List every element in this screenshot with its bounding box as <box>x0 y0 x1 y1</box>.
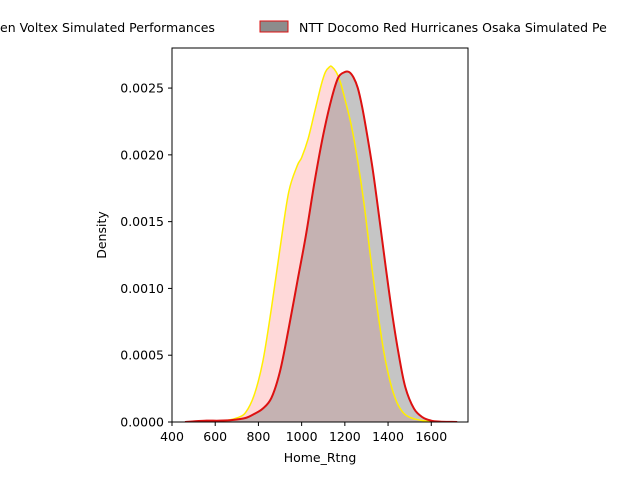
legend-label-ntt-docomo: NTT Docomo Red Hurricanes Osaka Simulate… <box>299 20 607 35</box>
y-tick-label: 0.0020 <box>120 147 164 162</box>
y-tick-label: 0.0025 <box>120 81 164 96</box>
x-tick-label: 1400 <box>372 429 404 444</box>
x-tick-label: 400 <box>160 429 184 444</box>
plot-area <box>184 65 458 422</box>
y-tick-label: 0.0010 <box>120 281 164 296</box>
plot-frame <box>171 47 469 423</box>
x-axis-ticks: 400 600 800 1000 1200 1400 1600 <box>160 422 447 444</box>
y-tick-label: 0.0005 <box>120 348 164 363</box>
x-tick-label: 1600 <box>415 429 447 444</box>
x-tick-label: 1000 <box>286 429 318 444</box>
legend-swatch-ntt-docomo <box>259 20 289 33</box>
series-line-toyota-verblitz <box>217 65 440 422</box>
x-axis-label: Home_Rtng <box>284 450 357 465</box>
legend-label-toyota-verblitz: en Voltex Simulated Performances <box>0 20 215 35</box>
series-area-ntt-docomo <box>184 71 458 422</box>
y-axis-ticks: 0.0000 0.0005 0.0010 0.0015 0.0020 0.0025 <box>120 81 172 430</box>
y-tick-label: 0.0015 <box>120 214 164 229</box>
x-tick-label: 1200 <box>329 429 361 444</box>
legend: en Voltex Simulated Performances NTT Doc… <box>0 20 607 35</box>
y-axis-label: Density <box>94 211 109 259</box>
y-tick-label: 0.0000 <box>120 415 164 430</box>
x-tick-label: 600 <box>203 429 227 444</box>
series-line-ntt-docomo <box>184 70 458 422</box>
x-tick-label: 800 <box>246 429 270 444</box>
